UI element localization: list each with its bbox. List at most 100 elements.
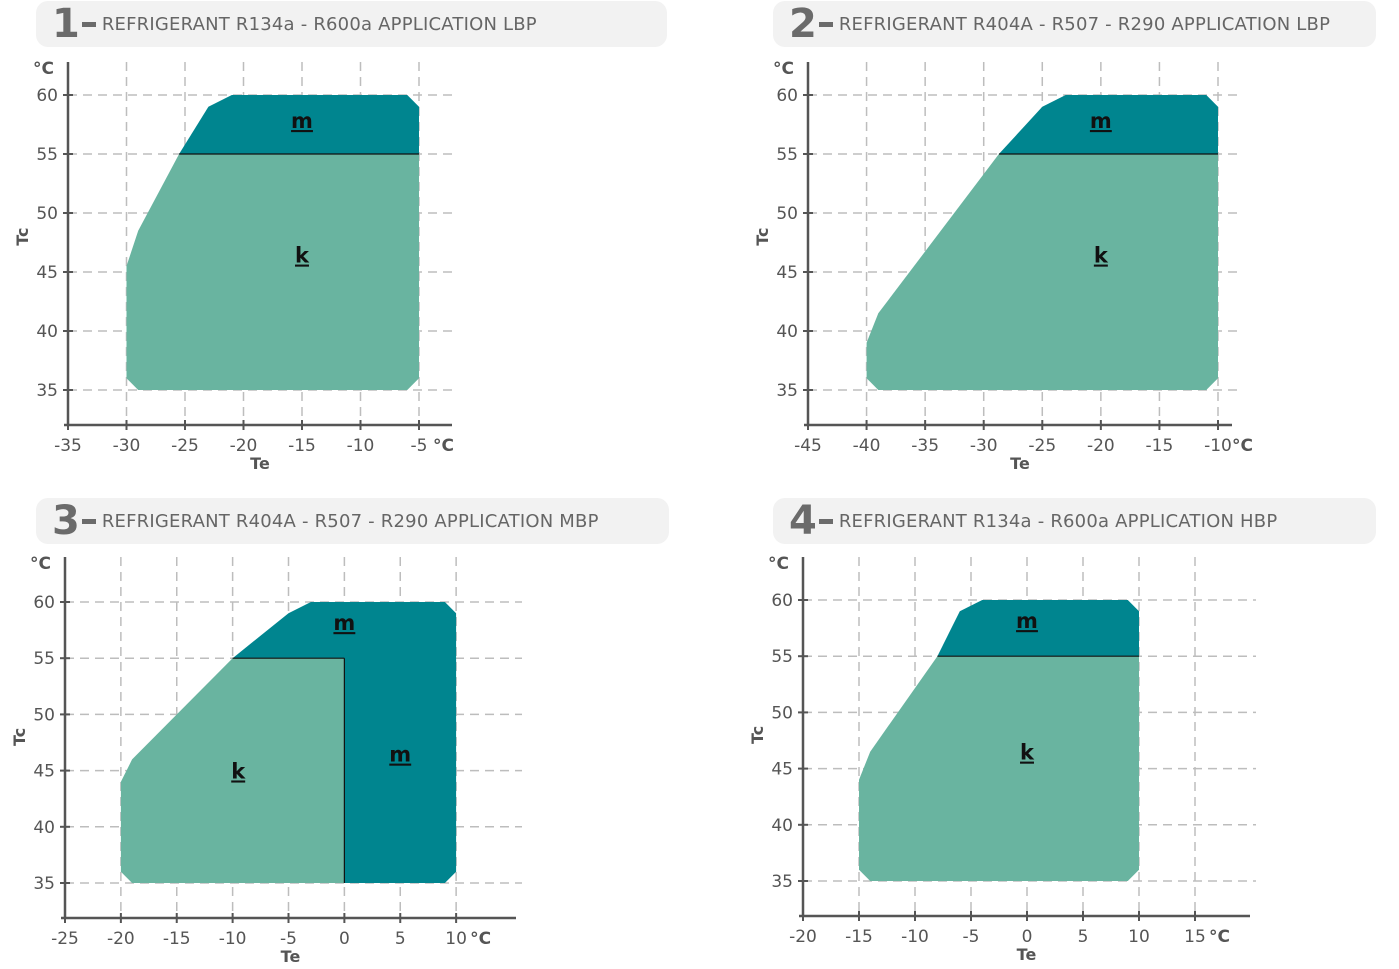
title-dash-icon <box>81 21 96 27</box>
x-tick-label: -15 <box>163 929 191 949</box>
x-axis-label: Te <box>281 947 301 966</box>
y-unit-label: °C <box>768 554 789 574</box>
x-unit-label: °C <box>1209 927 1230 947</box>
y-axis-label: Tc <box>748 726 767 744</box>
chart-title-bar-3: 3 REFRIGERANT R404A - R507 - R290 APPLIC… <box>36 498 669 544</box>
y-tick-label: 60 <box>33 593 55 613</box>
region-k <box>120 658 345 883</box>
x-tick-label: -5 <box>411 436 428 456</box>
y-tick-label: 45 <box>776 263 798 283</box>
region-label-m: m <box>291 109 313 133</box>
region-m <box>232 602 457 883</box>
y-unit-label: °C <box>30 554 51 574</box>
x-tick-label: -35 <box>54 436 82 456</box>
chart-number-2: 2 <box>789 1 817 47</box>
y-axis-label: Tc <box>13 227 32 245</box>
y-tick-label: 35 <box>771 872 793 892</box>
title-dash-icon <box>818 518 833 524</box>
x-tick-label: -15 <box>845 927 873 947</box>
region-label-m: m <box>333 611 355 635</box>
y-tick-label: 60 <box>776 86 798 106</box>
x-tick-label: -30 <box>970 436 998 456</box>
x-tick-label: -15 <box>288 436 316 456</box>
y-tick-label: 60 <box>771 591 793 611</box>
chart-title-1: REFRIGERANT R134a - R600a APPLICATION LB… <box>101 13 537 35</box>
x-tick-label: -10 <box>219 929 247 949</box>
x-tick-label: -10 <box>347 436 375 456</box>
chart-title-bar-4: 4 REFRIGERANT R134a - R600a APPLICATION … <box>773 498 1376 544</box>
title-dash-icon <box>818 21 833 27</box>
y-tick-label: 45 <box>33 762 55 782</box>
y-tick-label: 45 <box>36 263 58 283</box>
y-tick-label: 60 <box>36 86 58 106</box>
x-unit-label: °C <box>433 436 454 456</box>
y-tick-label: 45 <box>771 760 793 780</box>
y-tick-label: 50 <box>33 705 55 725</box>
y-tick-label: 35 <box>33 874 55 894</box>
x-tick-label: -15 <box>1146 436 1174 456</box>
y-tick-label: 55 <box>33 649 55 669</box>
region-k <box>859 656 1139 881</box>
x-unit-label: °C <box>1232 436 1253 456</box>
region-label-m: m <box>1016 609 1038 633</box>
x-tick-label: -30 <box>113 436 141 456</box>
x-tick-label: 5 <box>1078 927 1089 947</box>
chart-title-3: REFRIGERANT R404A - R507 - R290 APPLICAT… <box>101 510 599 532</box>
x-tick-label: -10 <box>901 927 929 947</box>
x-tick-label: 10 <box>1128 927 1150 947</box>
chart-title-bar-1: 1 REFRIGERANT R134a - R600a APPLICATION … <box>36 1 667 47</box>
x-axis-label: Te <box>250 454 270 473</box>
y-tick-label: 40 <box>33 818 55 838</box>
y-tick-label: 55 <box>36 145 58 165</box>
y-tick-label: 40 <box>771 816 793 836</box>
x-tick-label: 15 <box>1184 927 1206 947</box>
x-axis-label: Te <box>1017 945 1037 964</box>
x-tick-label: -25 <box>1028 436 1056 456</box>
region-k <box>866 154 1218 390</box>
y-axis-label: Tc <box>10 728 29 746</box>
chart-title-2: REFRIGERANT R404A - R507 - R290 APPLICAT… <box>838 13 1331 35</box>
chart-number-1: 1 <box>52 1 80 47</box>
y-tick-label: 50 <box>776 204 798 224</box>
chart-title-4: REFRIGERANT R134a - R600a APPLICATION HB… <box>838 510 1278 532</box>
x-tick-label: -45 <box>794 436 822 456</box>
x-unit-label: °C <box>470 929 491 949</box>
chart-number-3: 3 <box>52 498 80 544</box>
x-tick-label: -20 <box>107 929 135 949</box>
y-unit-label: °C <box>773 59 794 79</box>
y-axis-label: Tc <box>753 227 772 245</box>
x-tick-label: 10 <box>445 929 467 949</box>
region-label-k: k <box>231 759 246 783</box>
x-tick-label: 5 <box>395 929 406 949</box>
region-k <box>126 154 419 390</box>
region-label-k: k <box>295 244 310 268</box>
y-unit-label: °C <box>33 59 54 79</box>
x-tick-label: -40 <box>853 436 881 456</box>
x-axis-label: Te <box>1010 454 1030 473</box>
title-dash-icon <box>81 518 96 524</box>
x-tick-label: -35 <box>911 436 939 456</box>
region-m <box>179 95 419 154</box>
y-tick-label: 35 <box>776 381 798 401</box>
chart-number-4: 4 <box>789 498 817 544</box>
x-tick-label: 0 <box>1022 927 1033 947</box>
y-tick-label: 55 <box>776 145 798 165</box>
y-tick-label: 50 <box>771 703 793 723</box>
region-label-k: k <box>1020 741 1035 765</box>
x-tick-label: -5 <box>280 929 297 949</box>
y-tick-label: 50 <box>36 204 58 224</box>
x-tick-label: 0 <box>339 929 350 949</box>
y-tick-label: 35 <box>36 381 58 401</box>
x-tick-label: -20 <box>789 927 817 947</box>
chart-title-bar-2: 2 REFRIGERANT R404A - R507 - R290 APPLIC… <box>773 1 1376 47</box>
y-tick-label: 40 <box>776 322 798 342</box>
x-tick-label: -25 <box>171 436 199 456</box>
region-m <box>998 95 1218 154</box>
x-tick-label: -25 <box>51 929 79 949</box>
y-tick-label: 55 <box>771 647 793 667</box>
region-label-m: m <box>389 743 411 767</box>
x-tick-label: -20 <box>1087 436 1115 456</box>
y-tick-label: 40 <box>36 322 58 342</box>
